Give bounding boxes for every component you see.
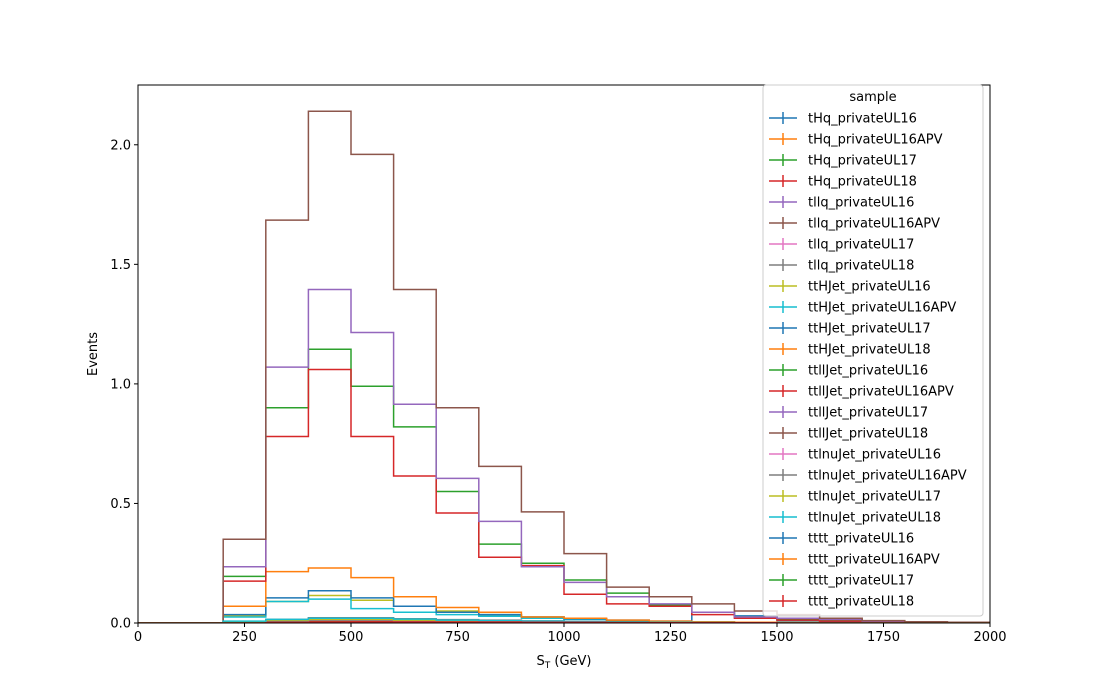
legend-entry: ttlnuJet_privateUL16APV xyxy=(769,469,967,484)
legend-entry: ttllJet_privateUL18 xyxy=(769,427,928,442)
legend-label: tttt_privateUL18 xyxy=(808,595,914,610)
legend-entry: tHq_privateUL16APV xyxy=(769,133,943,148)
legend-label: ttlnuJet_privateUL18 xyxy=(808,511,941,526)
x-tick-label: 500 xyxy=(339,630,364,645)
legend-entry: tHq_privateUL18 xyxy=(769,175,917,190)
legend-entry: ttHJet_privateUL17 xyxy=(769,322,931,337)
legend-entry: tHq_privateUL17 xyxy=(769,154,917,169)
legend-entry: tHq_privateUL16 xyxy=(769,112,917,127)
y-tick-label: 0.5 xyxy=(110,497,131,512)
legend-entry: tllq_privateUL18 xyxy=(769,259,914,274)
legend-label: tttt_privateUL16APV xyxy=(808,553,940,568)
x-tick-label: 1000 xyxy=(547,630,580,645)
legend-title: sample xyxy=(849,90,896,105)
legend-entry: tllq_privateUL16APV xyxy=(769,217,940,232)
y-tick-label: 1.0 xyxy=(110,377,131,392)
legend-entry: tttt_privateUL18 xyxy=(769,595,914,610)
legend-entry: ttHJet_privateUL18 xyxy=(769,343,931,358)
legend-label: tllq_privateUL16APV xyxy=(808,217,940,232)
legend-label: ttlnuJet_privateUL16 xyxy=(808,448,941,463)
legend-label: tllq_privateUL16 xyxy=(808,196,914,211)
y-tick-label: 2.0 xyxy=(110,138,131,153)
legend-label: tHq_privateUL18 xyxy=(808,175,917,190)
legend-entry: ttlnuJet_privateUL18 xyxy=(769,511,941,526)
x-axis: 0 250 500 750 1000 1250 1500 1750 2000 xyxy=(134,623,1007,645)
legend-entry: ttllJet_privateUL16APV xyxy=(769,385,954,400)
legend-entry: ttllJet_privateUL16 xyxy=(769,364,928,379)
legend-label: ttllJet_privateUL17 xyxy=(808,406,928,421)
legend: sample tHq_privateUL16 tHq_privateUL16APV… xyxy=(762,84,984,617)
legend-label: ttHJet_privateUL16 xyxy=(808,280,931,295)
y-axis: 0.0 0.5 1.0 1.5 2.0 xyxy=(110,138,138,632)
legend-entry: tllq_privateUL16 xyxy=(769,196,914,211)
legend-entry: ttHJet_privateUL16 xyxy=(769,280,931,295)
legend-label: tllq_privateUL18 xyxy=(808,259,914,274)
legend-entry: ttlnuJet_privateUL17 xyxy=(769,490,941,505)
legend-label: ttllJet_privateUL16APV xyxy=(808,385,954,400)
legend-label: ttHJet_privateUL17 xyxy=(808,322,931,337)
x-tick-label: 250 xyxy=(232,630,257,645)
legend-entry: tttt_privateUL17 xyxy=(769,574,914,589)
legend-label: tHq_privateUL16APV xyxy=(808,133,943,148)
legend-entry: ttlnuJet_privateUL16 xyxy=(769,448,941,463)
legend-label: tHq_privateUL16 xyxy=(808,112,917,127)
legend-label: ttllJet_privateUL16 xyxy=(808,364,928,379)
x-tick-label: 750 xyxy=(445,630,470,645)
y-tick-label: 1.5 xyxy=(110,258,131,273)
legend-label: tttt_privateUL17 xyxy=(808,574,914,589)
legend-label: ttlnuJet_privateUL17 xyxy=(808,490,941,505)
x-tick-label: 1750 xyxy=(867,630,900,645)
x-tick-label: 1250 xyxy=(654,630,687,645)
series-line-16 xyxy=(138,110,990,623)
legend-label: tllq_privateUL17 xyxy=(808,238,914,253)
legend-label: ttllJet_privateUL18 xyxy=(808,427,928,442)
legend-box xyxy=(762,84,984,617)
legend-entry: tttt_privateUL16 xyxy=(769,532,914,547)
legend-entry: tttt_privateUL16APV xyxy=(769,553,940,568)
legend-label: ttHJet_privateUL18 xyxy=(808,343,931,358)
legend-label: tttt_privateUL16 xyxy=(808,532,914,547)
x-tick-label: 0 xyxy=(134,630,142,645)
legend-entry: ttllJet_privateUL17 xyxy=(769,406,928,421)
legend-entry: tllq_privateUL17 xyxy=(769,238,914,253)
legend-label: tHq_privateUL17 xyxy=(808,154,917,169)
y-axis-label: Events xyxy=(86,332,101,376)
legend-label: ttHJet_privateUL16APV xyxy=(808,301,956,316)
y-tick-label: 0.0 xyxy=(110,617,131,632)
x-axis-label: ST (GeV) xyxy=(536,654,591,671)
x-tick-label: 1500 xyxy=(760,630,793,645)
legend-label: ttlnuJet_privateUL16APV xyxy=(808,469,967,484)
legend-entry: ttHJet_privateUL16APV xyxy=(769,301,956,316)
x-tick-label: 2000 xyxy=(973,630,1006,645)
